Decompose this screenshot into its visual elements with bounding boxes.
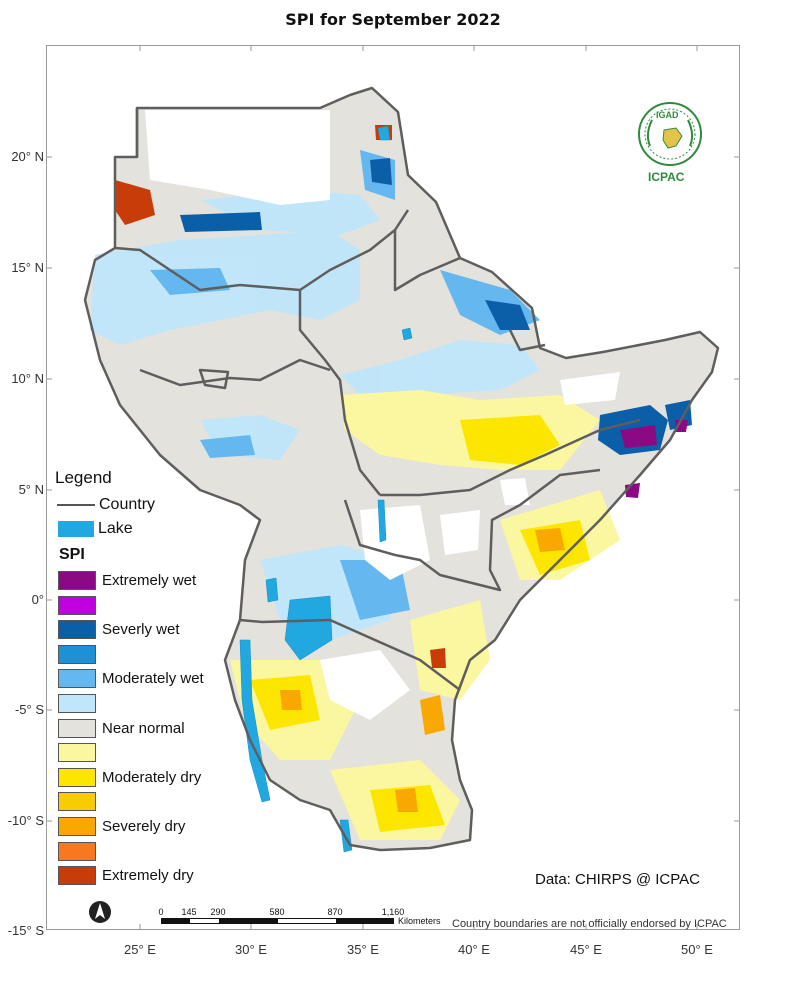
lon-label-4: 45° E (570, 942, 602, 957)
map-title: SPI for September 2022 (285, 10, 501, 29)
lat-label-3: 5° N (18, 482, 44, 497)
lake-tanganyika (239, 639, 271, 803)
lon-label-5: 50° E (681, 942, 713, 957)
lon-label-1: 30° E (235, 942, 267, 957)
legend-country-label: Country (99, 496, 156, 513)
country-line-icon (57, 504, 95, 506)
graticule-ticks (46, 45, 740, 930)
spi-label-12: Extremely dry (102, 867, 194, 885)
lat-label-7: -15° S (7, 923, 44, 938)
data-credit: Data: CHIRPS @ ICPAC (535, 871, 700, 888)
lake-swatch (58, 521, 94, 537)
spi-swatch-6 (58, 718, 96, 738)
no-data-areas (145, 110, 620, 720)
spi-swatch-7 (58, 743, 96, 763)
spi-swatch-1 (58, 595, 96, 615)
legend-lake-label: Lake (98, 520, 133, 537)
lat-label-1: 15° N (11, 260, 44, 275)
lon-label-2: 35° E (347, 942, 379, 957)
spi-swatch-9 (58, 792, 96, 812)
spi-label-10: Severely dry (102, 818, 186, 835)
spi-label-2: Severly wet (102, 621, 180, 639)
lake-victoria (284, 595, 333, 661)
spi-swatch-11 (58, 841, 96, 861)
spi-label-0: Extremely wet (102, 572, 197, 589)
igad-icpac-logo: IGAD ICPAC (630, 98, 710, 186)
igad-emblem-icon (638, 102, 702, 166)
spi-swatch-4 (58, 669, 96, 689)
lake-albert (265, 577, 279, 603)
scale-tick-0: 0 (158, 907, 164, 917)
lat-label-0: 20° N (11, 149, 44, 164)
scale-tick-5: 1,160 (381, 907, 405, 917)
lat-label-2: 10° N (11, 371, 44, 386)
lake-nasser (377, 125, 391, 141)
scalebar (161, 918, 394, 924)
scale-tick-3: 580 (269, 907, 285, 917)
severely-dry-areas (280, 528, 565, 812)
scale-tick-2: 290 (210, 907, 226, 917)
logo-icpac-text: ICPAC (648, 170, 685, 184)
lat-label-6: -10° S (7, 813, 44, 828)
disclaimer: Country boundaries are not officially en… (452, 918, 727, 930)
lon-label-0: 25° E (124, 942, 156, 957)
lon-label-3: 40° E (458, 942, 490, 957)
scale-tick-1: 145 (181, 907, 197, 917)
extremely-wet-patches (620, 420, 688, 498)
spi-swatch-2 (58, 620, 96, 640)
legend-title: Legend (55, 468, 112, 487)
spi-swatch-10 (58, 817, 96, 836)
spi-swatch-3 (58, 644, 96, 664)
spi-swatch-5 (58, 694, 96, 713)
lat-label-5: -5° S (14, 702, 44, 717)
spi-swatch-0 (58, 571, 96, 590)
lat-label-4: 0° (31, 592, 44, 607)
spi-swatch-8 (58, 767, 96, 787)
legend-country: Country (55, 496, 155, 514)
lake-tana (401, 327, 413, 341)
country-boundaries (83, 86, 720, 852)
scale-unit: Kilometers (398, 916, 441, 926)
lake-turkana (377, 499, 387, 543)
spi-swatch-12 (58, 866, 96, 886)
map-frame (46, 45, 740, 930)
legend-lake: Lake (55, 520, 133, 538)
scale-tick-4: 870 (327, 907, 343, 917)
spi-label-6: Near normal (102, 719, 185, 737)
spi-label-8: Moderately dry (102, 768, 202, 786)
logo-igad-text: IGAD (656, 110, 679, 120)
spi-label-4: Moderately wet (102, 670, 204, 688)
north-arrow-icon (88, 900, 112, 929)
spi-heading: SPI (59, 546, 85, 563)
